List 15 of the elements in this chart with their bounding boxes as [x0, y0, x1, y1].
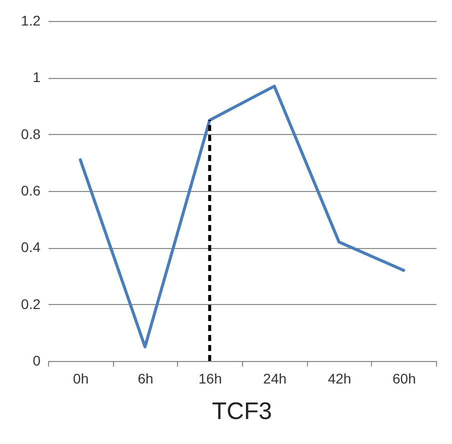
x-tick-label: 42h	[328, 370, 352, 386]
text: TCF3	[212, 398, 272, 425]
y-tick-label: 0.8	[21, 126, 41, 142]
x-tick-label: 60h	[392, 370, 416, 386]
x-tick-label: 0h	[73, 370, 89, 386]
y-tick-label: 1	[32, 69, 41, 86]
x-tick-label: 16h	[198, 370, 222, 386]
x-tick-label: 24h	[263, 370, 287, 386]
y-tick-label: 0.2	[21, 296, 41, 312]
y-tick-label: 0	[32, 352, 41, 368]
y-tick-label: 0.4	[21, 239, 41, 256]
x-tick-label: 6h	[138, 370, 154, 386]
y-tick-label: 0.6	[21, 182, 41, 198]
line-series	[78, 84, 406, 348]
y-tick-label: 1.2	[21, 12, 41, 28]
